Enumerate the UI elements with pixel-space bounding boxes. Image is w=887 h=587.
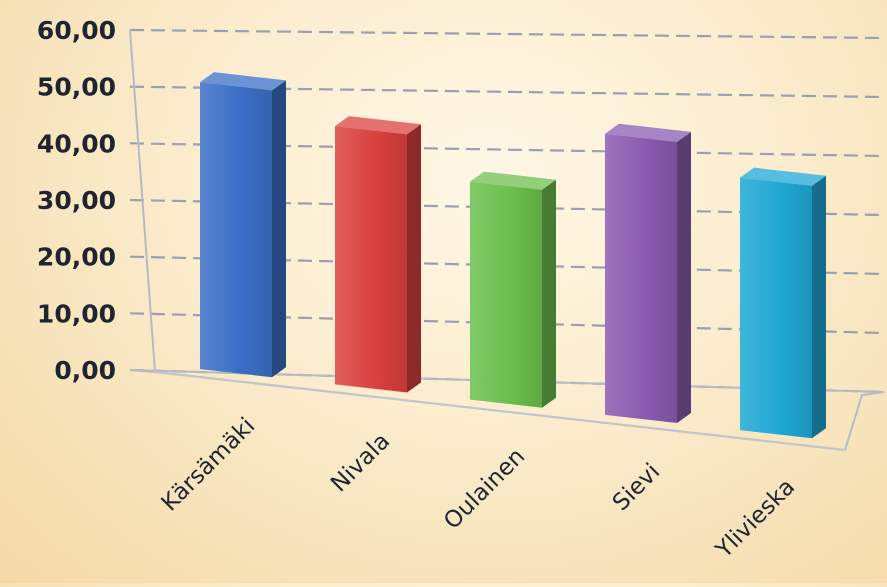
bar-side: [677, 131, 691, 424]
y-tick-label: 20,00: [37, 243, 116, 272]
y-axis-ticks: 0,00 10,00 20,00 30,00 40,00 50,00 60,00: [37, 16, 116, 385]
bar-side: [542, 179, 556, 408]
bar-top: [200, 72, 286, 91]
bar: [605, 133, 677, 424]
y-tick-label: 40,00: [37, 129, 116, 158]
bar-top: [335, 116, 421, 135]
y-tick-label: 50,00: [37, 73, 116, 102]
gridline: [129, 28, 885, 40]
bar-top: [740, 167, 826, 186]
x-axis-ticks: Kärsämäki Nivala Oulainen Sievi Ylivieska: [157, 413, 801, 564]
x-tick-label: Ylivieska: [710, 474, 800, 564]
x-tick-label: Kärsämäki: [157, 413, 261, 517]
floor-front-edge: [154, 371, 846, 451]
bar-side: [407, 124, 421, 393]
x-tick-label: Oulainen: [439, 443, 530, 534]
x-tick-label: Sievi: [608, 459, 665, 516]
bars: [200, 72, 826, 439]
bar-side: [812, 175, 826, 439]
y-tick-label: 60,00: [37, 16, 116, 45]
y-tick-label: 30,00: [37, 186, 116, 215]
bar-top: [605, 123, 691, 142]
x-tick-label: Nivala: [326, 428, 395, 497]
bar-side: [272, 80, 286, 378]
y-tick-label: 0,00: [54, 356, 116, 385]
grid: [129, 28, 885, 452]
bar: [335, 126, 407, 393]
bar: [200, 82, 272, 378]
axis-wall-edge: [129, 29, 156, 373]
y-tick-label: 10,00: [37, 299, 116, 328]
bar: [740, 177, 812, 439]
bar-top: [470, 171, 556, 190]
bar: [470, 181, 542, 408]
